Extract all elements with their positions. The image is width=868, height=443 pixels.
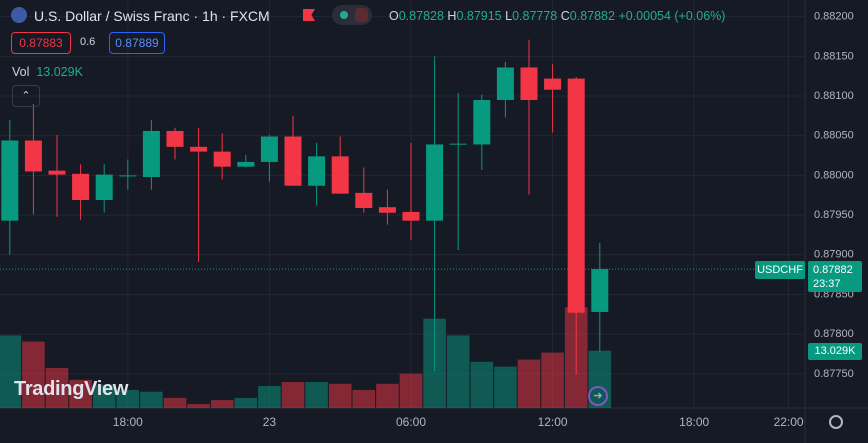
candle-body [284, 136, 302, 186]
volume-bar [140, 391, 163, 408]
candle-body [260, 136, 278, 162]
volume-bar [210, 400, 234, 408]
volume-label: Vol [12, 65, 30, 79]
volume-bar [116, 389, 140, 408]
volume-bar [234, 397, 258, 408]
volume-bar [281, 382, 305, 408]
candle-body [426, 144, 444, 221]
o-label: O [389, 9, 399, 23]
candle-body [48, 170, 66, 175]
y-tick-label: 0.88200 [814, 11, 854, 23]
volume-bar [163, 397, 187, 408]
volume-bar [22, 341, 45, 408]
candle-body [520, 67, 538, 101]
y-tick-label: 0.87750 [814, 368, 854, 380]
candle-body [378, 207, 396, 213]
candle-body [166, 130, 184, 147]
candle-body [331, 156, 349, 194]
ohlc-legend: O0.87828 H0.87915 L0.87778 C0.87882 +0.0… [389, 9, 725, 23]
y-tick-label: 0.88000 [814, 169, 854, 181]
settings-button[interactable] [829, 415, 843, 429]
candle-body [496, 67, 514, 101]
candle-body [95, 174, 113, 201]
volume-bar [69, 379, 92, 408]
symbol-tag: USDCHF [755, 261, 805, 279]
candle-body [308, 156, 326, 186]
volume-bar [517, 359, 541, 408]
x-tick-label: 12:00 [538, 415, 568, 429]
x-tick-label: 22:00 [774, 415, 804, 429]
x-tick-label: 18:00 [679, 415, 709, 429]
candle-body [237, 161, 255, 167]
candle-body [355, 192, 373, 208]
candle-body [567, 78, 585, 313]
l-label: L [505, 9, 513, 23]
candle-body [1, 140, 19, 221]
candle-body [213, 151, 231, 167]
symbol-title[interactable]: U.S. Dollar / Swiss Franc · 1h · FXCM [34, 8, 270, 24]
logo: TradingView [14, 378, 129, 400]
y-tick-label: 0.88150 [814, 50, 854, 62]
status-dot [340, 11, 348, 19]
volume-bar [541, 352, 564, 408]
candle-body [24, 140, 42, 172]
collapse-button[interactable]: ⌃ [12, 85, 40, 107]
sell-button[interactable]: 0.87883 [11, 32, 71, 54]
countdown: 23:37 [813, 278, 841, 290]
candle-body [190, 146, 208, 152]
volume-bar [0, 335, 22, 408]
y-tick-label: 0.88050 [814, 130, 854, 142]
candle-body [72, 173, 90, 201]
y-tick-label: 0.88100 [814, 90, 854, 102]
flag-icon [11, 7, 27, 23]
candle-body [142, 130, 160, 178]
volume-bar [376, 383, 399, 408]
volume-bar [352, 389, 376, 408]
l-value: 0.87778 [512, 9, 558, 23]
volume-bar [470, 361, 494, 408]
volume-bar [45, 367, 69, 408]
volume-bar [446, 335, 470, 408]
volume-bar [187, 404, 210, 408]
y-tick-label: 0.87800 [814, 328, 854, 340]
volume-value: 13.029K [36, 65, 83, 79]
events-icon[interactable]: ➜ [588, 386, 608, 406]
buy-button[interactable]: 0.87889 [109, 32, 165, 54]
candle-body [119, 175, 137, 177]
h-value: 0.87915 [456, 9, 502, 23]
volume-bar [494, 366, 517, 408]
x-tick-label: 06:00 [396, 415, 426, 429]
change: +0.00054 (+0.06%) [618, 9, 726, 23]
last-price: 0.87882 [813, 264, 853, 276]
volume-bar [92, 384, 116, 408]
market-status[interactable] [332, 5, 372, 25]
c-label: C [560, 9, 570, 23]
volume-bar [258, 386, 281, 408]
volume-legend: Vol 13.029K [12, 65, 83, 79]
o-value: 0.87828 [398, 9, 444, 23]
status-icon [355, 8, 368, 22]
volume-bar [399, 373, 423, 408]
candle-body [591, 269, 609, 312]
grid [0, 0, 805, 408]
y-tick-label: 0.87900 [814, 249, 854, 261]
candle-body [449, 143, 467, 145]
x-tick-label: 18:00 [113, 415, 143, 429]
spread: 0.6 [80, 36, 96, 48]
candle-body [402, 211, 420, 221]
x-tick-label: 23 [263, 415, 277, 429]
c-value: 0.87882 [569, 9, 615, 23]
flag-button[interactable] [303, 9, 315, 21]
volume-bar [305, 382, 328, 408]
volume-bar [328, 383, 352, 408]
candle-body [473, 100, 491, 145]
candle-body [544, 78, 562, 90]
last-price-tag: 0.87882 23:37 [808, 261, 862, 292]
y-tick-label: 0.87950 [814, 209, 854, 221]
h-label: H [447, 9, 457, 23]
volume-tag: 13.029K [808, 343, 862, 360]
